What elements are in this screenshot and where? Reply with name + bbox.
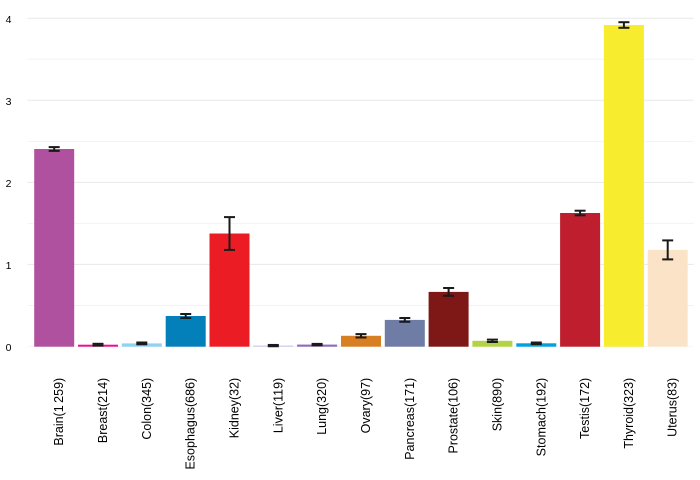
svg-text:Prostate(106): Prostate(106) bbox=[447, 378, 461, 454]
svg-text:2: 2 bbox=[6, 178, 12, 190]
svg-text:Liver(119): Liver(119) bbox=[271, 378, 285, 433]
svg-text:Kidney(32): Kidney(32) bbox=[228, 378, 242, 438]
svg-text:Colon(345): Colon(345) bbox=[140, 378, 154, 440]
svg-text:4: 4 bbox=[6, 14, 12, 26]
svg-text:Uterus(83): Uterus(83) bbox=[666, 378, 680, 437]
svg-text:3: 3 bbox=[6, 96, 12, 108]
svg-text:Testis(172): Testis(172) bbox=[578, 378, 592, 439]
svg-text:Thyroid(323): Thyroid(323) bbox=[622, 378, 636, 449]
svg-text:Esophagus(686): Esophagus(686) bbox=[184, 378, 198, 470]
svg-text:Stomach(192): Stomach(192) bbox=[534, 378, 548, 457]
svg-text:Brain(1 259): Brain(1 259) bbox=[52, 378, 66, 446]
svg-text:Skin(890): Skin(890) bbox=[490, 378, 504, 432]
svg-text:Lung(320): Lung(320) bbox=[315, 378, 329, 435]
svg-text:Pancreas(171): Pancreas(171) bbox=[403, 378, 417, 460]
svg-text:1: 1 bbox=[6, 260, 12, 272]
svg-text:Ovary(97): Ovary(97) bbox=[359, 378, 373, 434]
svg-text:Breast(214): Breast(214) bbox=[96, 378, 110, 443]
svg-text:0: 0 bbox=[6, 342, 12, 354]
